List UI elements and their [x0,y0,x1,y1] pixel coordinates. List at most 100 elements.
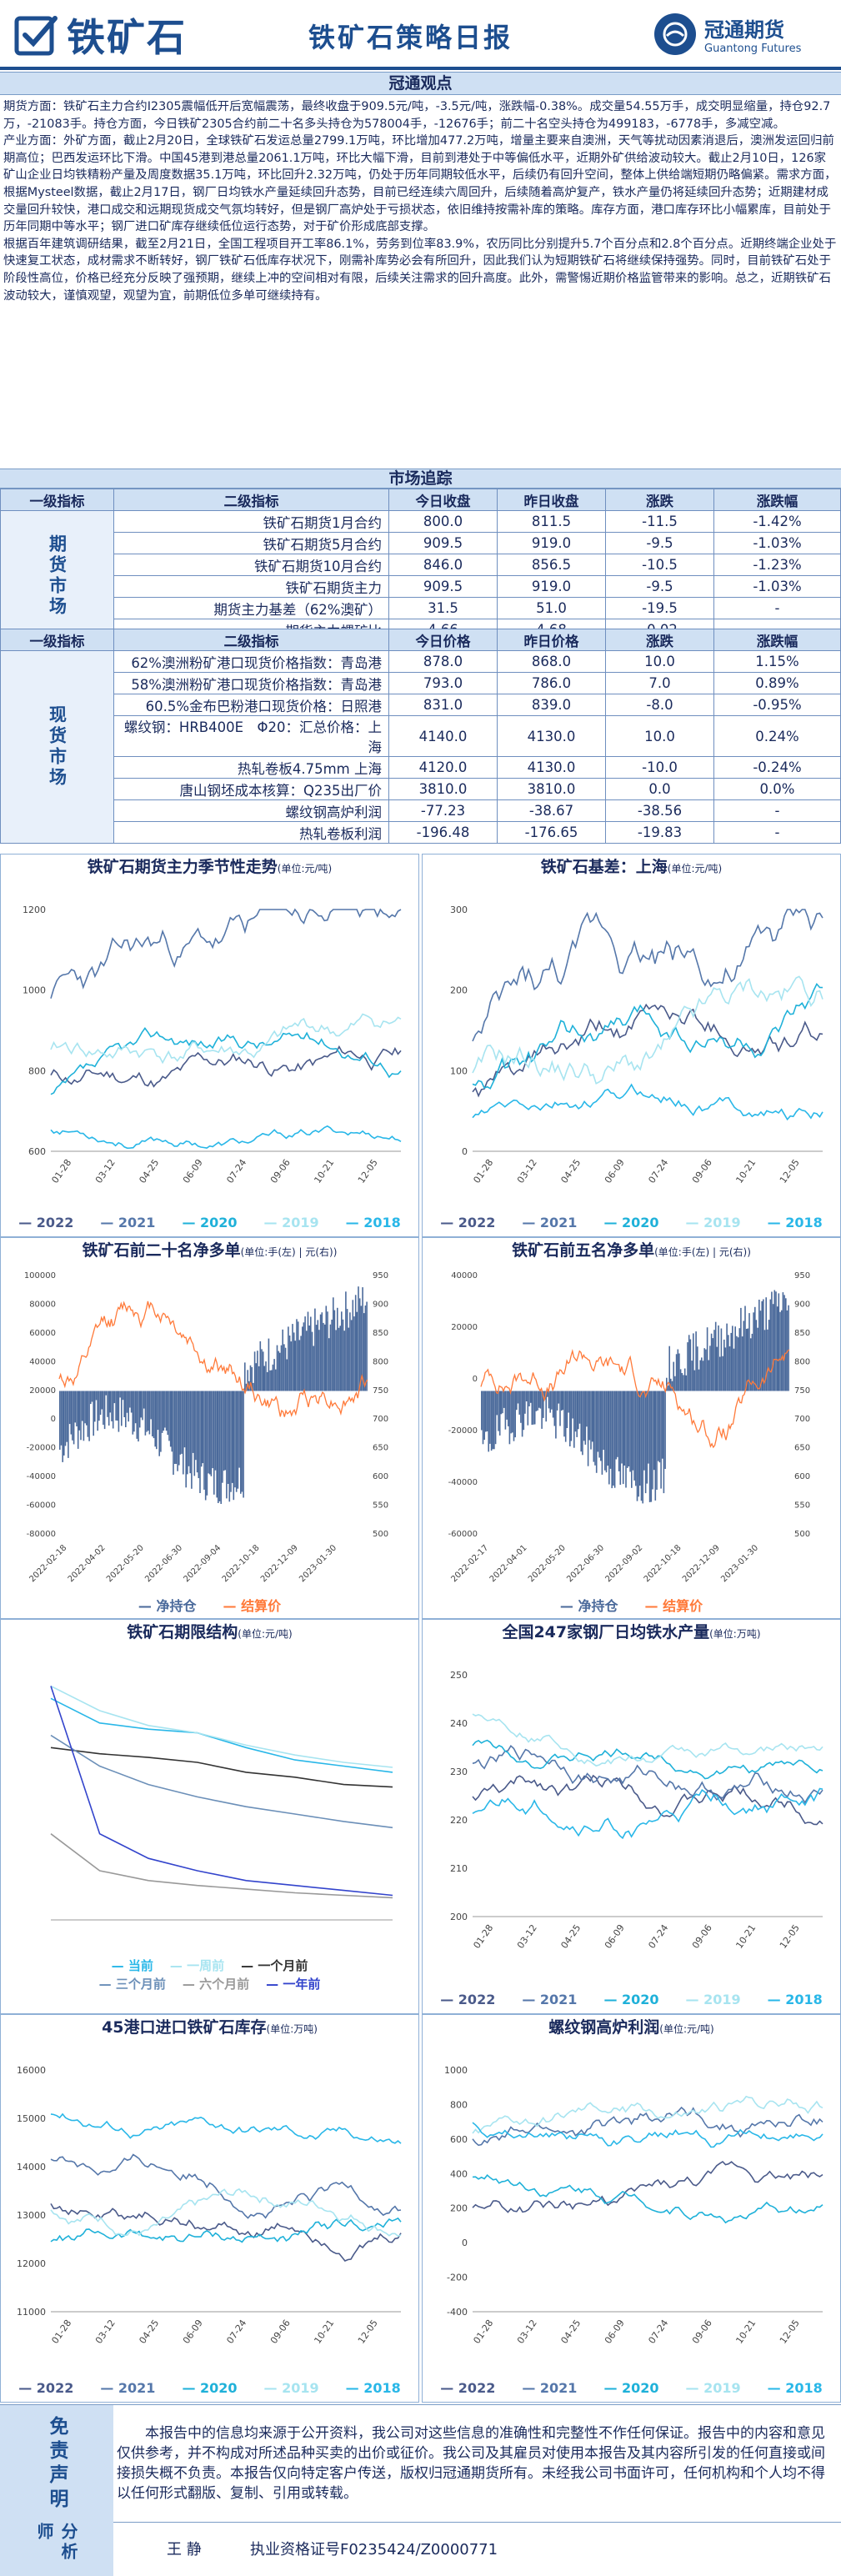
legend-label: 2021 [539,1992,578,2007]
net-position-bar [570,1391,573,1441]
net-position-bar [279,1352,281,1391]
net-position-bar [333,1310,336,1391]
net-position-bar [594,1391,596,1466]
net-position-bar [523,1391,525,1431]
net-position-bar [313,1346,314,1391]
top20-chart-panel: 铁矿石前二十名净多单(单位:手(左) | 元(右)) 100000 80000 60… [0,1237,419,1619]
x-tick-label: 04-25 [558,2318,583,2346]
series-line-2018 [472,1083,823,1121]
net-position-bar [779,1311,781,1391]
view-paragraph-industry: 产业方面：外矿方面，截止2月20日，全球铁矿石发运总量2799.1万吨，环比增加… [3,134,837,234]
net-position-bar [763,1330,766,1391]
analyst-label: 分析师 [0,2523,113,2576]
net-position-bar [81,1391,83,1421]
net-position-bar [210,1391,213,1476]
top5-chart: 40000 20000 0 -20000 -40000 -60000 950 900 850 80… [448,1271,811,1584]
x-tick-label: 04-25 [558,1922,583,1951]
net-position-bar [597,1391,599,1452]
x-tick-label: 07-24 [646,1157,670,1185]
y-left-tick: -40000 [448,1478,478,1487]
net-position-bar [86,1391,88,1426]
net-position-bar [736,1336,738,1391]
net-position-bar [788,1305,789,1391]
net-position-bar [331,1319,333,1391]
net-position-bar [654,1391,657,1501]
net-position-bar [664,1391,666,1469]
y-right-tick: 800 [794,1357,810,1366]
net-position-bar [548,1391,550,1409]
value-cell: 4130.0 [497,715,606,757]
net-position-bar [785,1298,787,1391]
brand: 冠通期货 Guantong Futures [654,13,801,55]
analyst: 分析师 王 静 执业资格证号F0235424/Z0000771 [0,2523,841,2576]
x-tick-label: 12-05 [778,1922,802,1951]
value-cell: - [713,799,841,822]
x-tick-label: 2023-01-30 [719,1543,760,1584]
col-today-price: 今日价格 [388,629,498,651]
net-position-bar [710,1333,713,1391]
net-position-bar [562,1391,564,1411]
col-change: 涨跌 [605,489,714,511]
net-position-bar [68,1391,69,1458]
net-position-bar [126,1391,128,1413]
legend-item: — 2018 [767,2380,823,2396]
net-position-bar [722,1356,723,1391]
y-left-tick: 60000 [29,1329,56,1338]
value-cell: 7.0 [605,672,714,694]
y-right-tick: 950 [794,1271,810,1280]
chart-unit: (单位:元/吨) [659,2023,714,2035]
legend-label: 净持仓 [578,1598,618,1614]
net-position-bar [171,1391,173,1452]
legend-item: — 2020 [603,2380,659,2396]
y-left-tick: 20000 [451,1323,478,1332]
port-legend: — 2022 — 2021 — 2020 — 2019 — 2018 [1,2380,418,2396]
y-right-tick: 600 [794,1472,810,1481]
col-level2: 二级指标 [113,629,389,651]
value-cell: 31.5 [388,597,498,619]
indicator-name: 60.5%金布巴粉港口现货价格：日照港 [113,694,389,716]
y-left-tick: 40000 [29,1357,56,1366]
value-cell: 919.0 [497,532,606,554]
net-position-bar [508,1391,511,1445]
term-legend: — 当前 — 一周前 — 一个月前 — 三个月前 — 六个月前 — 一年前 [1,1957,418,1993]
value-cell: 786.0 [497,672,606,694]
y-tick-label: 240 [450,1718,468,1729]
net-position-bar [247,1370,248,1391]
net-position-bar [728,1335,729,1391]
net-position-bar [714,1321,717,1391]
net-position-bar [744,1306,746,1391]
net-position-bar [72,1391,73,1441]
net-position-bar [498,1391,499,1431]
net-position-bar [578,1391,579,1430]
series-line-2022 [472,1003,823,1098]
value-cell: -10.0 [605,756,714,779]
net-position-bar [226,1391,228,1499]
term-curve-5 [50,1686,393,1897]
net-position-bar [622,1391,624,1485]
col-change-pct: 涨跌幅 [713,629,841,651]
x-tick-label: 06-09 [603,1922,627,1951]
legend-item: — 当前 [111,1958,153,1973]
legend-label: 2021 [118,1215,156,1230]
net-position-bar [288,1336,291,1391]
legend-label: 2022 [36,1215,74,1230]
y-tick-label: 1000 [444,2065,468,2076]
net-position-bar [105,1391,108,1396]
x-tick-label: 10-21 [733,1922,758,1951]
net-position-bar [318,1330,320,1391]
basis-chart-title: 铁矿石基差：上海(单位:元/吨) [423,854,840,877]
view-paragraph-futures: 期货方面：铁矿石主力合约I2305震幅低开后宽幅震荡，最终收盘于909.5元/吨… [3,100,831,131]
term-curve-4 [50,1833,393,1899]
indicator-name: 铁矿石期货主力 [113,575,389,598]
net-position-bar [670,1378,672,1391]
net-position-bar [294,1341,297,1391]
net-position-bar [648,1391,651,1502]
futures-header-row: 一级指标 二级指标 今日收盘 昨日收盘 涨跌 涨跌幅 [0,489,841,511]
net-position-bar [243,1391,244,1498]
y-tick-label: -200 [447,2273,468,2283]
legend-label: 2020 [622,2380,659,2396]
net-position-bar [292,1324,293,1391]
value-cell: 0.24% [713,715,841,757]
